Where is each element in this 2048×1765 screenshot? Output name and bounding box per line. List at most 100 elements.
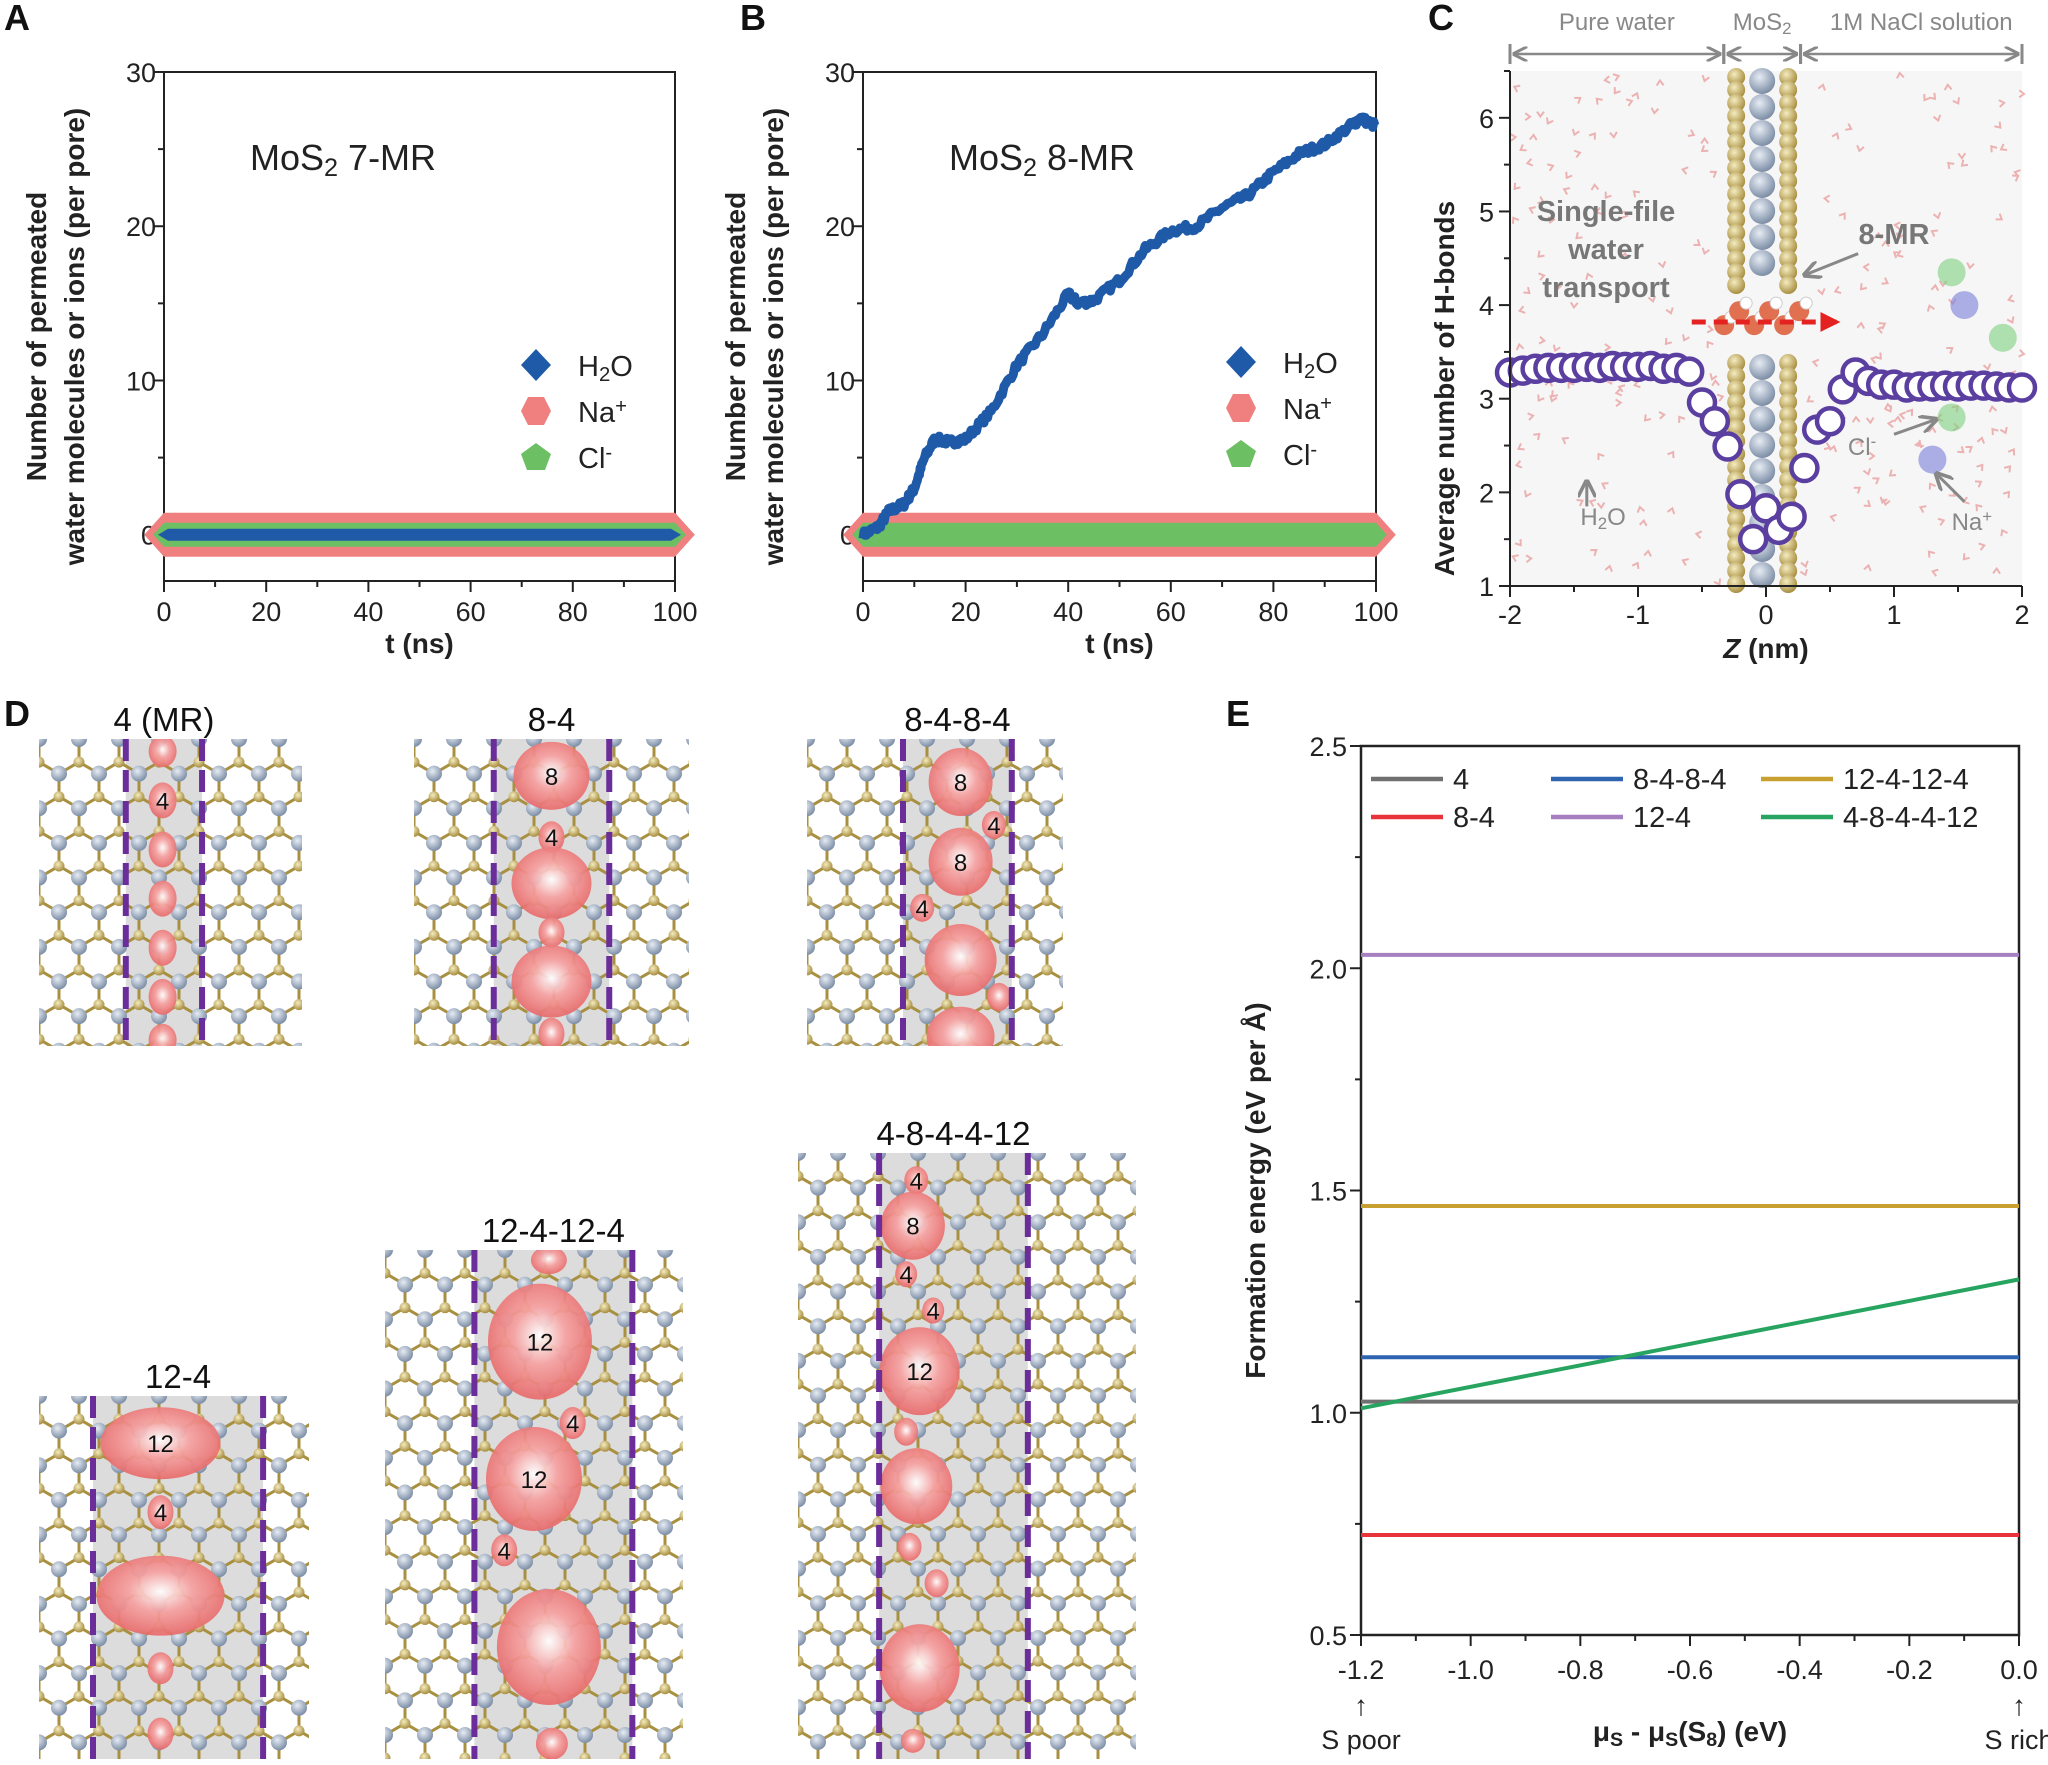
mo-atom: [677, 1623, 683, 1639]
y-tick-label: 30: [825, 58, 855, 88]
bond: [714, 797, 734, 809]
s-atom: [233, 1413, 245, 1425]
s-atom: [579, 1544, 591, 1556]
water-squiggle: [1713, 578, 1722, 586]
mo-atom: [331, 1043, 347, 1059]
s-atom: [479, 1510, 491, 1522]
water-squiggle: [1574, 96, 1582, 104]
bond: [1158, 1384, 1178, 1396]
sodium-annotation: Na+: [1952, 507, 1993, 536]
panel-d-structures: 44 (MR)848-484848-4-8-412412-412412412-4…: [0, 696, 1198, 1759]
mo-atom: [657, 1250, 673, 1258]
bond: [847, 1074, 867, 1086]
water-squiggle: [1546, 163, 1555, 172]
mo-atom: [597, 1276, 613, 1293]
bond: [685, 1723, 705, 1735]
mo-atom: [686, 1009, 689, 1023]
bond: [504, 1756, 510, 1759]
mo-atom: [1099, 904, 1115, 920]
s-atom: [113, 1552, 125, 1564]
bond: [0, 797, 19, 809]
water-squiggle: [1537, 250, 1545, 258]
bond: [767, 901, 787, 913]
bond: [758, 1384, 778, 1396]
sulfur-atom: [1727, 367, 1746, 385]
water-squiggle: [2003, 465, 2012, 473]
mo-atom: [646, 938, 662, 955]
s-atom: [0, 757, 5, 768]
mo-atom: [366, 800, 382, 816]
s-atom: [720, 1441, 731, 1452]
bond: [78, 1396, 83, 1398]
x-tick-label: 100: [652, 597, 697, 627]
bond: [238, 1396, 243, 1398]
bond: [798, 1245, 799, 1248]
bond: [613, 739, 618, 741]
ring-size-label: 8: [954, 770, 967, 797]
s-atom: [709, 930, 720, 941]
s-atom: [73, 964, 85, 976]
water-squiggle: [1965, 445, 1973, 453]
s-atom: [439, 1302, 451, 1314]
mo-atom: [726, 939, 742, 955]
mo-atom: [1139, 696, 1155, 712]
bond: [1178, 1211, 1198, 1223]
sulfur-atom: [1727, 380, 1746, 398]
mo-atom: [0, 1734, 7, 1750]
s-atom: [113, 756, 125, 768]
water-squiggle: [1694, 530, 1703, 539]
bond: [385, 1688, 386, 1691]
s-atom: [668, 791, 680, 803]
mo-atom: [919, 1008, 935, 1025]
water-squiggle: [1524, 490, 1532, 498]
s-atom: [133, 999, 145, 1011]
water-squiggle: [2018, 89, 2026, 99]
water-squiggle: [1631, 91, 1640, 100]
s-atom: [354, 1483, 365, 1494]
mo-atom: [291, 1353, 307, 1369]
bond: [359, 970, 379, 982]
bond: [119, 1074, 139, 1086]
mo-atom: [351, 939, 367, 955]
s-atom: [881, 1033, 893, 1045]
bond: [747, 1039, 767, 1051]
water-squiggle: [1876, 325, 1885, 334]
bond: [39, 806, 40, 809]
sulfur-atom: [1727, 263, 1746, 281]
mo-atom: [191, 1396, 207, 1404]
s-atom: [340, 1683, 351, 1694]
s-atom: [720, 1302, 731, 1313]
s-atom: [254, 722, 265, 733]
bond: [765, 1238, 785, 1250]
water-squiggle: [1617, 384, 1626, 393]
bond: [1138, 1661, 1158, 1673]
bond: [359, 1592, 379, 1604]
mo-atom: [11, 1630, 27, 1646]
s-atom: [113, 895, 125, 907]
bond: [319, 1558, 339, 1570]
water-squiggle: [1547, 216, 1556, 225]
series-h2o-line: [158, 528, 681, 541]
mo-atom: [211, 1353, 227, 1369]
water-squiggle: [1613, 87, 1621, 95]
s-atom: [1041, 895, 1053, 907]
bond: [807, 900, 808, 903]
bond: [714, 1039, 734, 1051]
mo-atom: [231, 1665, 247, 1682]
s-atom: [399, 1440, 411, 1452]
bond: [414, 1108, 434, 1120]
mo-atom: [759, 939, 775, 955]
mo-atom: [371, 1353, 387, 1369]
s-atom: [579, 1752, 591, 1759]
bond: [1127, 1108, 1147, 1120]
s-atom: [360, 1579, 371, 1590]
bond: [745, 1619, 765, 1631]
mo-atom: [0, 1665, 7, 1681]
s-atom: [173, 999, 185, 1011]
bond: [359, 1108, 379, 1120]
mo-atom: [71, 938, 87, 955]
x-axis-label: t (ns): [385, 628, 453, 659]
s-atom: [1142, 930, 1153, 941]
mo-atom: [726, 1077, 742, 1093]
mo-atom: [271, 1595, 287, 1612]
